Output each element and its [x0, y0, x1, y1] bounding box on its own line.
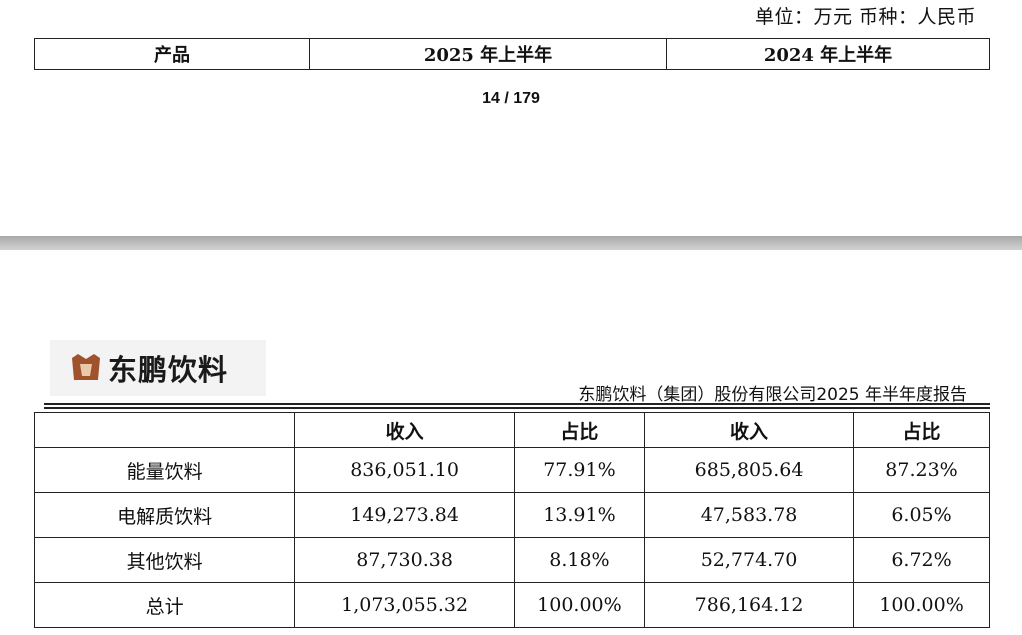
header-2024-h1: 2024 年上半年: [666, 38, 990, 70]
revenue-2024: 786,164.12: [644, 582, 855, 628]
table-row: 电解质饮料 149,273.84 13.91% 47,583.78 6.05%: [33, 492, 990, 538]
table-row-total: 总计 1,073,055.32 100.00% 786,164.12 100.0…: [33, 582, 990, 628]
revenue-table-header-top: 产品 2025 年上半年 2024 年上半年: [34, 38, 990, 70]
logo-text: 东鹏饮料: [108, 353, 229, 387]
table-header-row: 收入 占比 收入 占比: [33, 412, 990, 448]
page-separator: [0, 236, 1022, 250]
header-product: 产品: [34, 38, 310, 70]
header-cell-revenue-2024: 收入: [644, 412, 855, 448]
revenue-2025: 87,730.38: [294, 537, 515, 583]
table-row: 其他饮料 87,730.38 8.18% 52,774.70 6.72%: [33, 537, 990, 583]
revenue-2025: 149,273.84: [294, 492, 515, 538]
header-cell-share-2025: 占比: [513, 412, 646, 448]
product-name: 能量饮料: [33, 447, 296, 493]
header-cell-blank: [33, 412, 296, 448]
header-rule: [44, 403, 990, 405]
share-2025: 77.91%: [513, 447, 646, 493]
share-2025: 13.91%: [513, 492, 646, 538]
share-2025: 8.18%: [513, 537, 646, 583]
unit-currency-note: 单位：万元 币种：人民币: [754, 6, 976, 28]
revenue-by-product-table: 收入 占比 收入 占比 能量饮料 836,051.10 77.91% 685,8…: [33, 412, 990, 628]
product-name: 电解质饮料: [33, 492, 296, 538]
revenue-2025: 1,073,055.32: [294, 582, 515, 628]
page-top: 单位：万元 币种：人民币 产品 2025 年上半年 2024 年上半年 14 /…: [0, 0, 1022, 236]
revenue-2024: 52,774.70: [644, 537, 855, 583]
share-2024: 87.23%: [853, 447, 990, 493]
company-logo: 东鹏饮料: [50, 340, 266, 396]
logo-mark-icon: [72, 354, 100, 380]
table-row: 能量饮料 836,051.10 77.91% 685,805.64 87.23%: [33, 447, 990, 493]
share-2024: 6.72%: [853, 537, 990, 583]
product-name: 总计: [33, 582, 296, 628]
share-2025: 100.00%: [513, 582, 646, 628]
report-title: 东鹏饮料（集团）股份有限公司2025 年半年度报告: [578, 385, 967, 405]
revenue-2025: 836,051.10: [294, 447, 515, 493]
product-name: 其他饮料: [33, 537, 296, 583]
header-cell-share-2024: 占比: [853, 412, 990, 448]
header-2025-h1: 2025 年上半年: [309, 38, 667, 70]
revenue-2024: 685,805.64: [644, 447, 855, 493]
revenue-2024: 47,583.78: [644, 492, 855, 538]
header-cell-revenue-2025: 收入: [294, 412, 515, 448]
share-2024: 6.05%: [853, 492, 990, 538]
share-2024: 100.00%: [853, 582, 990, 628]
header-rule-second: [44, 407, 990, 409]
page-number: 14 / 179: [482, 90, 540, 107]
